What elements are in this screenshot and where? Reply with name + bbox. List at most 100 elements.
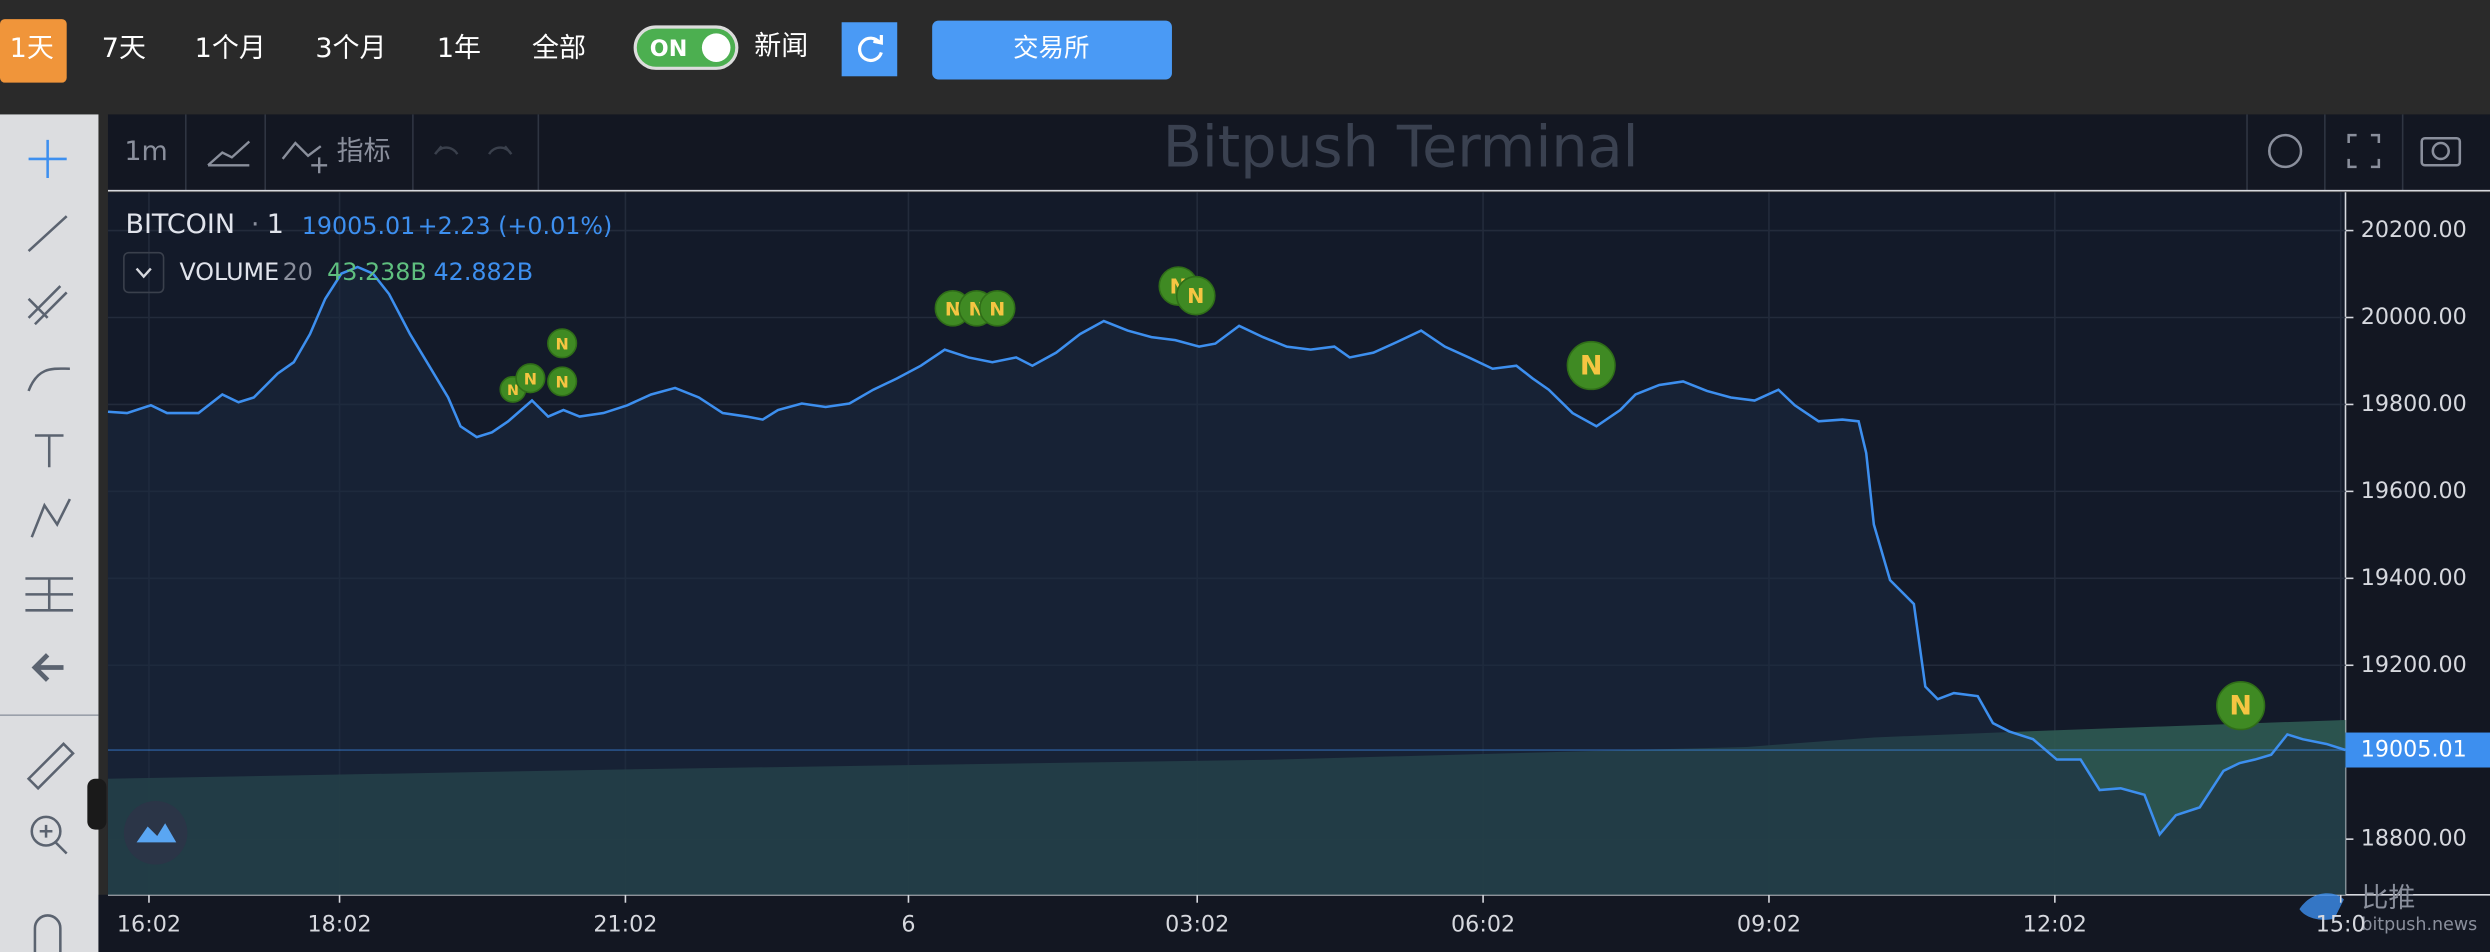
toggle-label: ON — [650, 36, 688, 62]
volume-name: VOLUME — [179, 258, 279, 286]
x-tick-label: 18:02 — [308, 911, 372, 937]
text-tool[interactable] — [34, 434, 64, 468]
news-marker-dot — [2216, 681, 2266, 731]
legend-separator: · — [251, 209, 260, 240]
news-marker[interactable]: N — [1175, 275, 1216, 316]
interval-button[interactable]: 1m — [124, 136, 167, 167]
news-marker-dot — [547, 366, 578, 397]
top-bar — [0, 0, 2490, 115]
chart-style-button[interactable] — [207, 140, 251, 167]
range-button[interactable]: 1年 — [437, 33, 481, 64]
news-marker[interactable]: N — [547, 328, 578, 359]
y-tick-label: 20000.00 — [2361, 304, 2467, 330]
fib-tool[interactable] — [27, 285, 68, 326]
range-button[interactable]: 3个月 — [315, 33, 386, 64]
range-active-bg[interactable] — [0, 19, 67, 83]
watermark-bird — [2299, 893, 2344, 920]
news-marker[interactable]: N — [547, 366, 578, 397]
zoom-tool[interactable] — [30, 815, 62, 847]
range-button[interactable]: 7天 — [102, 33, 146, 64]
y-tick-label: 19800.00 — [2361, 391, 2467, 417]
exchange-button[interactable] — [932, 20, 1172, 80]
news-marker-label: N — [556, 334, 569, 353]
x-tick-label: 09:02 — [1737, 911, 1801, 937]
news-marker-label: N — [945, 298, 961, 320]
crosshair-tool[interactable] — [28, 139, 67, 179]
indicator-icon — [281, 141, 328, 174]
watermark-brand: 比推 — [2361, 883, 2415, 914]
news-marker-dot — [547, 328, 578, 359]
news-marker[interactable]: N — [515, 363, 546, 394]
x-tick-label: 12:02 — [2023, 911, 2087, 937]
x-tick-label: 6 — [901, 911, 915, 937]
settings-button[interactable] — [2267, 133, 2303, 169]
drawing-tools — [25, 139, 75, 952]
magnet-tool[interactable] — [33, 914, 62, 952]
news-marker-dot — [1566, 340, 1616, 391]
exchange-label[interactable]: 交易所 — [1013, 32, 1089, 62]
brush-tool[interactable] — [27, 367, 70, 392]
price-plot: NNNNNNNNNNN — [107, 265, 2346, 895]
legend-collapse[interactable] — [123, 251, 165, 294]
chart-toolbar — [107, 114, 2490, 191]
news-marker-dot — [1175, 275, 1216, 316]
screenshot-button[interactable] — [2420, 136, 2462, 167]
range-button[interactable]: 1个月 — [195, 33, 266, 64]
y-tick-label: 19200.00 — [2361, 652, 2467, 678]
watermark-site: bitpush.news — [2361, 915, 2477, 935]
x-tick-label: 16:02 — [117, 911, 181, 937]
news-label: 新闻 — [754, 31, 808, 62]
symbol-name: BITCOIN — [125, 209, 235, 240]
last-price-box — [2345, 732, 2490, 768]
news-marker-label: N — [989, 298, 1005, 320]
trendline-tool[interactable] — [27, 215, 68, 253]
legend-price: 19005.01 — [302, 212, 416, 240]
ruler-tool[interactable] — [26, 742, 75, 791]
volume-value: 43.238B — [327, 258, 427, 286]
news-marker[interactable]: N — [1566, 340, 1616, 391]
chevron — [135, 267, 152, 279]
zoom-icon — [39, 824, 68, 855]
symbol-interval: 1 — [267, 209, 284, 240]
price-area — [107, 267, 2346, 895]
refresh-icon — [858, 34, 883, 63]
collapse-handle[interactable] — [87, 778, 107, 830]
news-marker-label: N — [556, 373, 569, 392]
tv-logo[interactable] — [123, 801, 188, 865]
back-tool[interactable] — [31, 653, 64, 682]
y-tick-label: 19400.00 — [2361, 565, 2467, 591]
x-tick-label: 15:0 — [2316, 911, 2366, 937]
tv-logo-mark — [136, 823, 177, 843]
time-axis — [98, 894, 2490, 952]
news-marker-label: N — [1187, 284, 1204, 308]
news-marker-label: N — [507, 383, 519, 399]
news-marker[interactable]: N — [979, 290, 1016, 327]
pattern-tool[interactable] — [30, 498, 72, 538]
range-button[interactable]: 全部 — [532, 33, 586, 64]
legend-change: +2.23 (+0.01%) — [418, 212, 613, 240]
undo-redo[interactable] — [434, 145, 513, 155]
drawing-toolbar — [0, 114, 99, 952]
news-marker-label: N — [2229, 691, 2252, 722]
range-button[interactable]: 1天 — [10, 33, 54, 64]
volume-length: 20 — [283, 258, 313, 286]
measure-lines-tool[interactable] — [25, 577, 74, 612]
y-tick-label: 20200.00 — [2361, 217, 2467, 243]
price-line — [107, 265, 2346, 837]
toggle-knob — [701, 33, 731, 62]
x-tick-label: 03:02 — [1165, 911, 1229, 937]
fullscreen-button[interactable] — [2347, 133, 2381, 169]
news-marker-dot — [515, 363, 546, 394]
terminal-title: Bitpush Terminal — [1163, 115, 1639, 181]
last-price-label: 19005.01 — [2361, 737, 2467, 763]
indicators-button[interactable]: 指标 — [337, 136, 391, 167]
price-axis — [2345, 192, 2490, 895]
news-marker-dot — [979, 290, 1016, 327]
x-tick-label: 21:02 — [593, 911, 657, 937]
news-marker-label: N — [1580, 351, 1603, 382]
news-marker[interactable]: N — [2216, 681, 2266, 731]
news-marker-label: N — [524, 369, 537, 388]
refresh-button[interactable] — [841, 22, 898, 77]
y-tick-label: 18800.00 — [2361, 826, 2467, 852]
